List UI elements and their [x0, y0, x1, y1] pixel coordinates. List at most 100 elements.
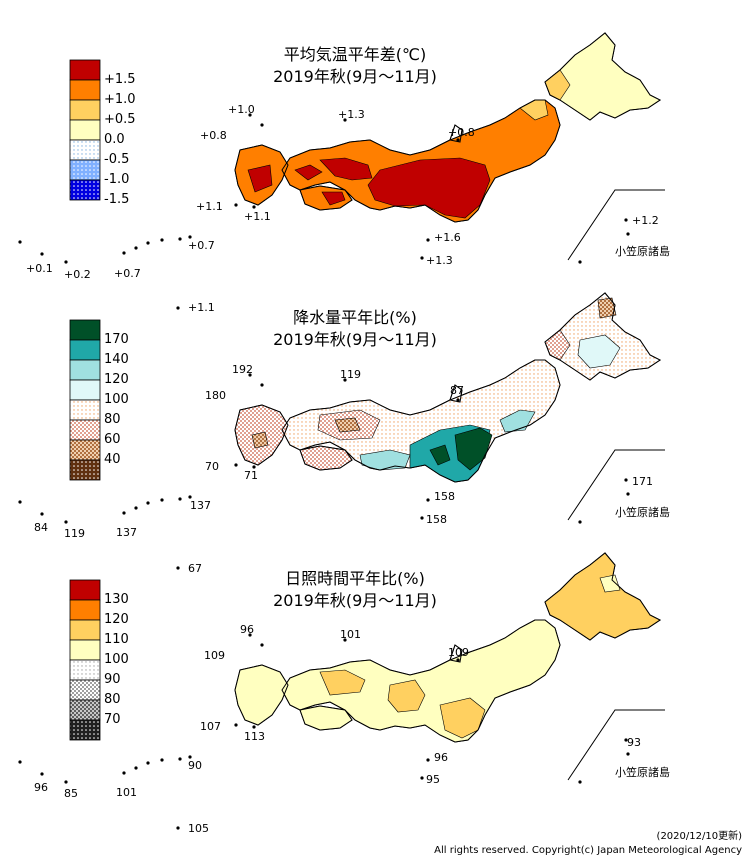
legend-swatch: [69, 99, 101, 121]
island-marker: [426, 498, 430, 502]
sunshine-legend-label: 130: [104, 592, 129, 607]
legend-swatch: [69, 319, 101, 341]
copyright-notice: All rights reserved. Copyright(c) Japan …: [434, 845, 742, 856]
station-value-label: 71: [244, 469, 258, 482]
station-value-label: 85: [64, 787, 78, 800]
sunshine-legend-label: 70: [104, 712, 121, 727]
island-marker: [146, 241, 150, 245]
station-value-label: 90: [188, 759, 202, 772]
island-marker: [40, 512, 44, 516]
station-value-label: 180: [205, 389, 226, 402]
island-marker: [188, 755, 192, 759]
station-value-label: +0.2: [64, 268, 91, 281]
station-value-label: +1.1: [188, 301, 215, 314]
temperature-title-line1: 平均気温平年差(℃): [283, 45, 427, 64]
legend-swatch: [69, 379, 101, 401]
station-value-label: +1.0: [228, 103, 255, 116]
station-value-label: +1.1: [244, 210, 271, 223]
ogasawara-label: 小笠原諸島: [615, 766, 670, 779]
station-value-label: 95: [426, 773, 440, 786]
station-value-label: 93: [627, 736, 641, 749]
legend-swatch: [69, 159, 101, 181]
anomaly-region: [387, 679, 426, 713]
station-value-label: +0.8: [448, 126, 475, 139]
legend-swatch: [69, 459, 101, 481]
legend-swatch: [69, 599, 101, 621]
island-marker: [234, 723, 238, 727]
temperature-legend-label: +0.5: [104, 112, 136, 127]
station-value-label: +1.2: [632, 214, 659, 227]
island-marker: [40, 252, 44, 256]
island-marker: [64, 260, 68, 264]
island-marker: [456, 658, 460, 662]
station-value-label: 171: [632, 475, 653, 488]
island-marker: [626, 232, 630, 236]
anomaly-region: [251, 431, 269, 449]
ogasawara-label: 小笠原諸島: [615, 245, 670, 258]
anomaly-region: [577, 334, 621, 369]
island-marker: [260, 643, 264, 647]
anomaly-region: [429, 444, 451, 466]
island-marker: [176, 566, 180, 570]
sunshine-title-line1: 日照時間平年比(%): [285, 569, 425, 588]
station-value-label: +1.1: [196, 200, 223, 213]
anomaly-region: [294, 164, 323, 181]
island-marker: [18, 240, 22, 244]
legend-swatch: [69, 179, 101, 201]
island-marker: [40, 772, 44, 776]
island-marker: [18, 760, 22, 764]
island-marker: [178, 237, 182, 241]
station-value-label: +0.8: [200, 129, 227, 142]
station-value-label: 105: [188, 822, 209, 835]
anomaly-region: [597, 297, 617, 319]
station-value-label: 119: [340, 368, 361, 381]
temperature-title-line2: 2019年秋(9月～11月): [273, 67, 437, 86]
sunshine-legend-label: 110: [104, 632, 129, 647]
island-marker: [624, 738, 628, 742]
island-marker: [234, 203, 238, 207]
island-marker: [626, 752, 630, 756]
island-marker: [456, 398, 460, 402]
station-value-label: 109: [448, 646, 469, 659]
island-marker: [188, 495, 192, 499]
precipitation-title-line2: 2019年秋(9月～11月): [273, 330, 437, 349]
station-value-label: +1.3: [338, 108, 365, 121]
legend-swatch: [69, 719, 101, 741]
anomaly-region: [544, 552, 661, 641]
update-date: (2020/12/10更新): [656, 831, 742, 842]
sunshine-map: [18, 552, 665, 830]
island-marker: [260, 383, 264, 387]
legend-swatch: [69, 139, 101, 161]
ogasawara-inset-frame: [567, 189, 665, 261]
island-marker: [160, 238, 164, 242]
precipitation-legend-label: 120: [104, 372, 129, 387]
anomaly-region: [319, 157, 373, 181]
anomaly-region: [319, 669, 366, 696]
station-value-label: 67: [188, 562, 202, 575]
island-marker: [420, 776, 424, 780]
island-marker: [456, 138, 460, 142]
island-marker: [64, 520, 68, 524]
station-value-label: +1.3: [426, 254, 453, 267]
anomaly-region: [247, 164, 273, 193]
island-marker: [252, 205, 256, 209]
island-marker: [176, 306, 180, 310]
island-marker: [188, 235, 192, 239]
station-value-label: +0.7: [114, 267, 141, 280]
anomaly-region: [367, 157, 491, 219]
island-marker: [578, 520, 582, 524]
island-marker: [343, 638, 347, 642]
island-marker: [624, 478, 628, 482]
island-marker: [134, 506, 138, 510]
sunshine-title-line2: 2019年秋(9月～11月): [273, 591, 437, 610]
legend-swatch: [69, 419, 101, 441]
station-value-label: 137: [116, 526, 137, 539]
legend-swatch: [69, 119, 101, 141]
station-value-label: 107: [200, 720, 221, 733]
anomaly-region: [359, 449, 411, 471]
station-value-label: 87: [450, 384, 464, 397]
island-marker: [134, 246, 138, 250]
station-value-label: 192: [232, 363, 253, 376]
ogasawara-label: 小笠原諸島: [615, 506, 670, 519]
